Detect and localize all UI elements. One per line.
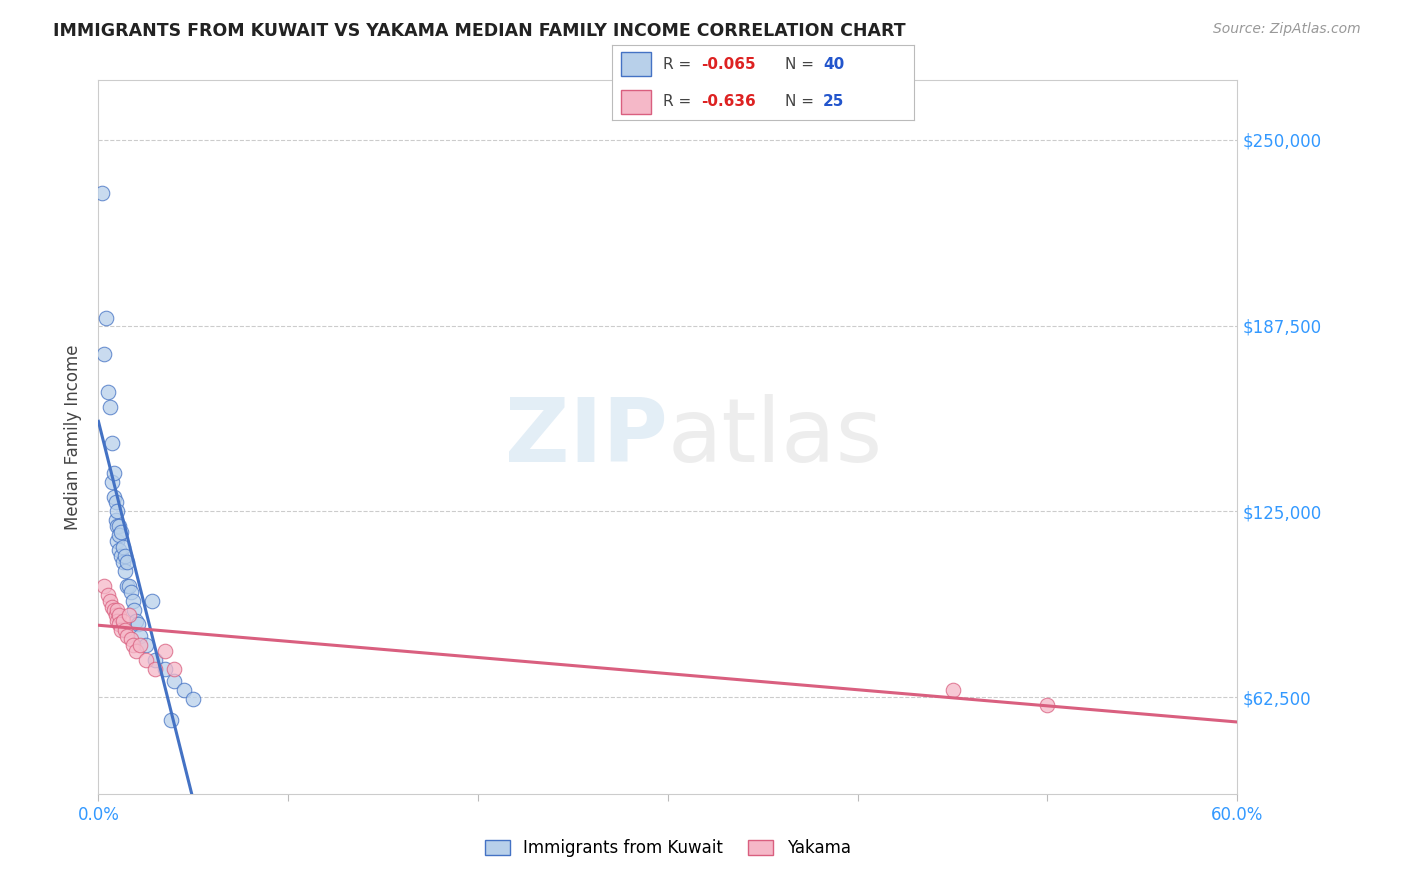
Point xyxy=(135,638,157,652)
Point xyxy=(94,311,117,326)
Point xyxy=(104,608,127,623)
Point xyxy=(107,534,129,549)
Point xyxy=(107,615,129,629)
Point xyxy=(115,555,138,569)
Point xyxy=(125,644,148,658)
Point xyxy=(159,713,181,727)
Text: IMMIGRANTS FROM KUWAIT VS YAKAMA MEDIAN FAMILY INCOME CORRELATION CHART: IMMIGRANTS FROM KUWAIT VS YAKAMA MEDIAN … xyxy=(53,22,905,40)
Point xyxy=(183,691,205,706)
Point xyxy=(100,436,122,450)
Text: atlas: atlas xyxy=(668,393,883,481)
Point xyxy=(145,653,167,667)
Text: N =: N = xyxy=(786,94,820,109)
Point xyxy=(110,549,132,563)
Text: -0.636: -0.636 xyxy=(700,94,755,109)
Point xyxy=(108,617,131,632)
Point xyxy=(97,588,120,602)
Point xyxy=(115,629,138,643)
Text: -0.065: -0.065 xyxy=(700,57,755,72)
Point xyxy=(91,186,114,201)
Point xyxy=(153,662,176,676)
Point xyxy=(103,602,125,616)
Point xyxy=(114,549,136,563)
Point xyxy=(163,673,186,688)
Point xyxy=(120,584,142,599)
Point xyxy=(107,602,129,616)
Point xyxy=(100,475,122,489)
Point xyxy=(93,347,115,361)
Point xyxy=(110,624,132,638)
Point xyxy=(107,504,129,518)
Point xyxy=(173,682,195,697)
Point xyxy=(141,593,163,607)
Point xyxy=(145,662,167,676)
Point xyxy=(153,644,176,658)
Point xyxy=(125,615,148,629)
Text: N =: N = xyxy=(786,57,820,72)
Point xyxy=(121,593,143,607)
Text: 40: 40 xyxy=(824,57,845,72)
Point xyxy=(104,513,127,527)
Point xyxy=(129,638,152,652)
Point xyxy=(100,599,122,614)
Point xyxy=(97,385,120,400)
FancyBboxPatch shape xyxy=(620,90,651,114)
Point xyxy=(107,519,129,533)
Point xyxy=(98,401,121,415)
Point xyxy=(120,632,142,647)
FancyBboxPatch shape xyxy=(620,52,651,77)
Point xyxy=(104,495,127,509)
Point xyxy=(110,525,132,540)
Legend: Immigrants from Kuwait, Yakama: Immigrants from Kuwait, Yakama xyxy=(478,833,858,864)
Point xyxy=(163,662,186,676)
Point xyxy=(942,682,965,697)
Point xyxy=(108,528,131,542)
Point xyxy=(112,555,135,569)
Point xyxy=(121,638,143,652)
Point xyxy=(103,490,125,504)
Point xyxy=(135,653,157,667)
Point xyxy=(93,579,115,593)
Point xyxy=(108,519,131,533)
Point xyxy=(115,579,138,593)
Point xyxy=(103,466,125,480)
Point xyxy=(1036,698,1059,712)
Point xyxy=(108,608,131,623)
Text: 25: 25 xyxy=(824,94,845,109)
Point xyxy=(114,624,136,638)
Point xyxy=(108,543,131,558)
Point xyxy=(112,615,135,629)
Text: R =: R = xyxy=(664,57,696,72)
Point xyxy=(112,540,135,554)
Text: ZIP: ZIP xyxy=(505,393,668,481)
Point xyxy=(124,602,146,616)
Text: R =: R = xyxy=(664,94,696,109)
Point xyxy=(114,564,136,578)
Point xyxy=(98,593,121,607)
Point xyxy=(129,629,152,643)
Point xyxy=(118,579,141,593)
Text: Source: ZipAtlas.com: Source: ZipAtlas.com xyxy=(1213,22,1361,37)
Y-axis label: Median Family Income: Median Family Income xyxy=(65,344,83,530)
Point xyxy=(127,617,149,632)
Point xyxy=(118,608,141,623)
